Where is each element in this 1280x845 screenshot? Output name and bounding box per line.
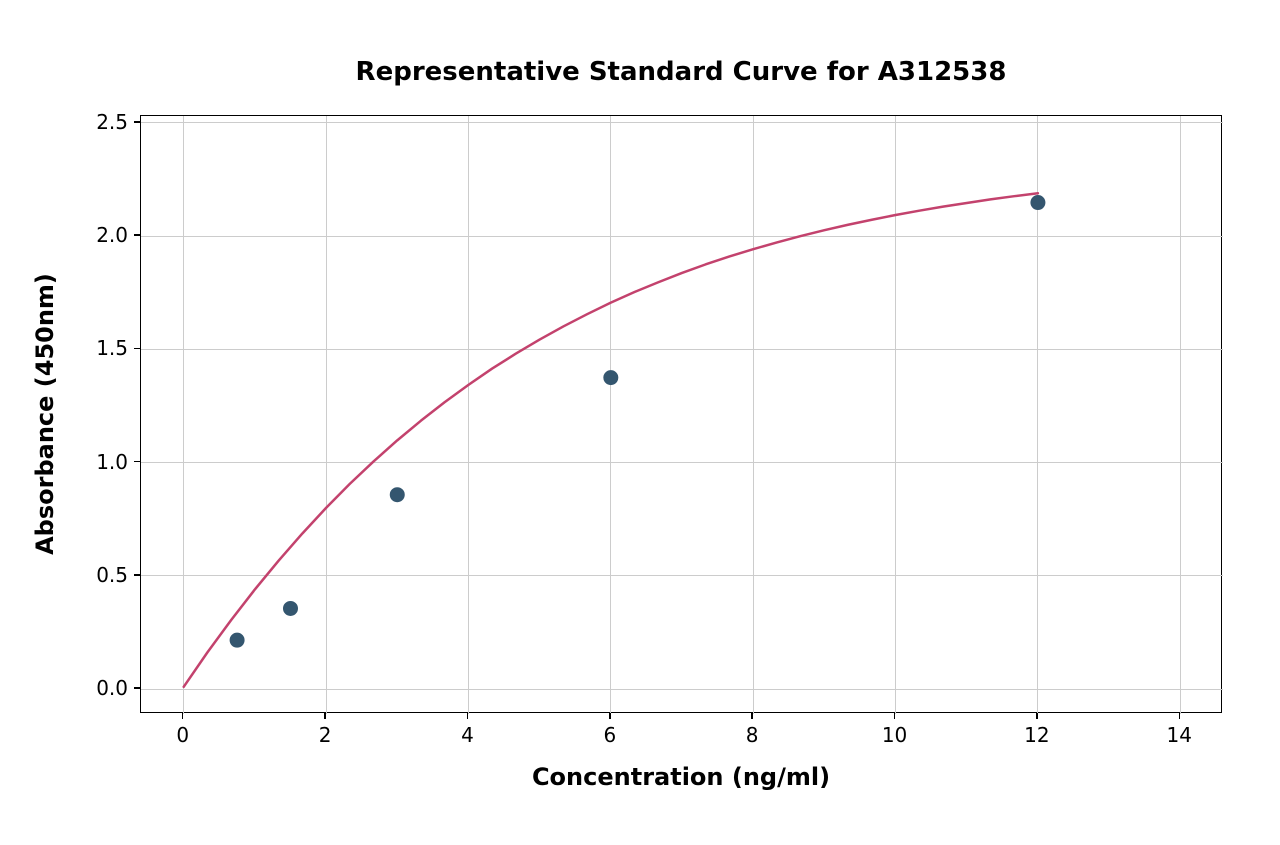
x-tick xyxy=(467,713,469,719)
y-tick-label: 0.5 xyxy=(96,563,128,587)
x-tick-label: 0 xyxy=(176,723,189,747)
x-tick xyxy=(894,713,896,719)
x-tick-label: 2 xyxy=(319,723,332,747)
y-tick xyxy=(134,348,140,350)
y-tick-label: 2.0 xyxy=(96,223,128,247)
x-tick-label: 10 xyxy=(882,723,907,747)
x-tick-label: 14 xyxy=(1167,723,1192,747)
y-tick-label: 0.0 xyxy=(96,676,128,700)
x-tick-label: 12 xyxy=(1024,723,1049,747)
data-point xyxy=(390,488,404,502)
y-tick xyxy=(134,687,140,689)
fitted-curve xyxy=(184,193,1038,687)
data-point xyxy=(283,601,297,615)
y-axis-label: Absorbance (450nm) xyxy=(31,273,59,555)
plot-svg xyxy=(141,116,1223,714)
y-tick xyxy=(134,461,140,463)
chart-title: Representative Standard Curve for A31253… xyxy=(356,57,1007,87)
figure: Representative Standard Curve for A31253… xyxy=(0,0,1280,845)
data-point xyxy=(1031,196,1045,210)
data-point xyxy=(230,633,244,647)
x-tick xyxy=(1036,713,1038,719)
data-point xyxy=(604,371,618,385)
x-tick-label: 6 xyxy=(603,723,616,747)
x-tick xyxy=(609,713,611,719)
x-axis-label: Concentration (ng/ml) xyxy=(532,763,830,791)
x-tick xyxy=(324,713,326,719)
x-tick-label: 8 xyxy=(746,723,759,747)
x-tick xyxy=(1179,713,1181,719)
y-tick-label: 2.5 xyxy=(96,110,128,134)
y-tick xyxy=(134,574,140,576)
y-tick xyxy=(134,121,140,123)
y-tick-label: 1.0 xyxy=(96,450,128,474)
y-tick-label: 1.5 xyxy=(96,336,128,360)
x-tick xyxy=(751,713,753,719)
plot-area xyxy=(140,115,1222,713)
y-tick xyxy=(134,234,140,236)
x-tick xyxy=(182,713,184,719)
x-tick-label: 4 xyxy=(461,723,474,747)
